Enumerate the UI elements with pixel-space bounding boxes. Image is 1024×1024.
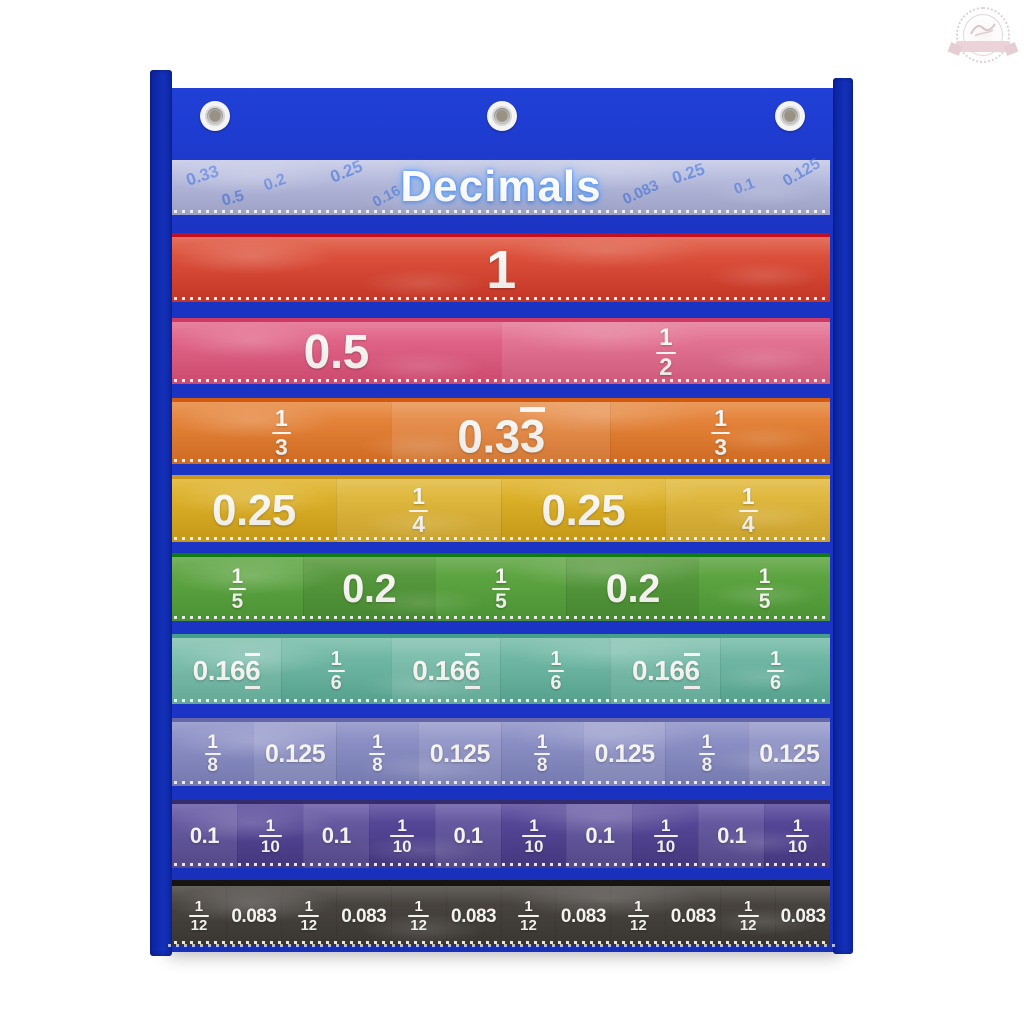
cell-decimal-0.083: 0.083 — [445, 886, 501, 946]
cell-decimal-0.083: 0.083 — [225, 886, 281, 946]
cell-fraction-1-12: 1 12 — [280, 886, 336, 946]
grommet-hole — [205, 106, 225, 126]
stitch-line — [174, 699, 828, 702]
cell-decimal-0.25: 0.25 — [500, 479, 666, 542]
cell-decimal-0.33: 0.33 — [390, 402, 611, 464]
cell-decimal-0.1: 0.1 — [566, 804, 633, 868]
strip-twelfths: 1 12 0.083 1 12 0.083 1 12 0.083 1 12 0.083 1 12 0.083… — [172, 880, 830, 946]
grommet-hole — [492, 106, 512, 126]
grommet-right-icon — [775, 101, 805, 131]
stitch-line — [174, 379, 828, 382]
cell-decimal-0.2: 0.2 — [302, 557, 435, 621]
cell-decimal-0.125: 0.125 — [747, 722, 830, 786]
cell-decimal-0.1: 0.1 — [434, 804, 501, 868]
cell-decimal-0.1: 0.1 — [172, 804, 237, 868]
cell-decimal-0.166: 0.166 — [610, 638, 721, 704]
strip-whole: 1 — [172, 233, 830, 302]
stitch-line — [174, 616, 828, 619]
seal-dotted-ring-icon — [956, 7, 1010, 63]
strip-thirds: 1 3 0.33 1 3 — [172, 398, 830, 464]
strip-eighths: 1 8 0.125 1 8 0.125 1 8 0.125 1 8 0.125 — [172, 718, 830, 786]
seal-ribbon-icon — [956, 41, 1010, 52]
cell-fraction-1-10: 1 10 — [764, 804, 830, 868]
grommet-hole — [780, 106, 800, 126]
cell-decimal-0.1: 0.1 — [698, 804, 765, 868]
grommet-center-icon — [487, 101, 517, 131]
cell-fraction-1-10: 1 10 — [368, 804, 435, 868]
cell-decimal-0.125: 0.125 — [253, 722, 336, 786]
stitch-line — [174, 537, 828, 540]
brand-seal-watermark — [953, 4, 1013, 66]
stitch-line — [174, 941, 828, 944]
strip-fifths: 1 5 0.2 1 5 0.2 1 5 — [172, 553, 830, 621]
header-pocket: 0.33 0.2 0.25 0.5 0.16 0.25 0.083 0.1 0.125 Deci… — [172, 155, 830, 215]
pocket-chart-panel: 0.33 0.2 0.25 0.5 0.16 0.25 0.083 0.1 0.125 Deci… — [150, 70, 853, 956]
cell-decimal-0.125: 0.125 — [582, 722, 666, 786]
cell-fraction-1-12: 1 12 — [390, 886, 446, 946]
cell-fraction-1-10: 1 10 — [632, 804, 698, 868]
seal-crest-icon — [970, 23, 996, 37]
cell-fraction-1-12: 1 12 — [610, 886, 665, 946]
cell-decimal-0.5: 0.5 — [303, 326, 370, 379]
cell-decimal-0.1: 0.1 — [302, 804, 369, 868]
strip-halves: 0.5 1 2 — [172, 318, 830, 384]
strip-tenths: 0.1 1 10 0.1 1 10 0.1 1 10 0.1 1 10 0.1 1 10 — [172, 800, 830, 868]
grommet-left-icon — [200, 101, 230, 131]
cell-decimal-0.2: 0.2 — [566, 557, 699, 621]
cell-decimal-0.166: 0.166 — [390, 638, 501, 704]
cell-fraction-1-12: 1 12 — [720, 886, 775, 946]
cell-decimal-0.25: 0.25 — [212, 485, 296, 535]
cell-decimal-1: 1 — [486, 239, 516, 300]
cell-decimal-0.166: 0.166 — [172, 638, 281, 704]
right-edge-flap — [833, 78, 853, 954]
chart-title: Decimals — [400, 162, 602, 211]
cell-decimal-0.083: 0.083 — [665, 886, 720, 946]
stitch-line — [174, 210, 828, 213]
cell-decimal-0.083: 0.083 — [775, 886, 830, 946]
strip-fourths: 0.25 1 4 0.25 1 4 — [172, 475, 830, 542]
stitch-line — [174, 297, 828, 300]
left-edge-flap — [150, 70, 172, 956]
stitch-line — [174, 863, 828, 866]
cell-decimal-0.125: 0.125 — [418, 722, 501, 786]
stitch-line — [174, 781, 828, 784]
cell-fraction-1-10: 1 10 — [500, 804, 567, 868]
cell-fraction-1-10: 1 10 — [236, 804, 303, 868]
stitch-line — [174, 459, 828, 462]
cell-fraction-1-12: 1 12 — [500, 886, 556, 946]
cell-decimal-0.083: 0.083 — [555, 886, 610, 946]
strip-sixths: 0.166 1 6 0.166 1 6 0.166 1 6 — [172, 634, 830, 704]
cell-fraction-1-12: 1 12 — [172, 886, 226, 946]
panel-bottom-stitch — [168, 944, 840, 947]
cell-decimal-0.083: 0.083 — [335, 886, 391, 946]
